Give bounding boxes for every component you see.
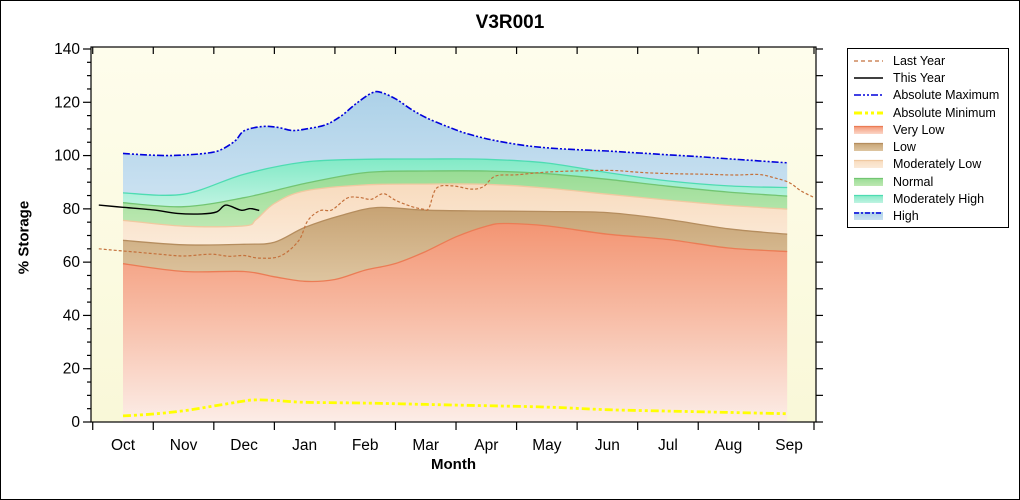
x-tick-label: Jul	[658, 437, 678, 454]
y-tick-label: 20	[63, 361, 81, 378]
legend-swatch-very-low	[854, 125, 883, 134]
last-year-line	[98, 169, 815, 259]
legend-label-low: Low	[893, 140, 916, 155]
legend-item-low: Low	[853, 138, 1008, 155]
legend-swatch-absolute-maximum	[854, 94, 883, 97]
y-tick-label: 100	[54, 148, 80, 165]
band-edge-very-low-top	[122, 222, 788, 283]
legend-swatch-absolute-minimum	[854, 111, 883, 115]
legend-label-absolute-minimum: Absolute Minimum	[893, 105, 996, 120]
band-low	[123, 207, 788, 282]
legend-label-this-year: This Year	[893, 70, 946, 85]
band-normal	[123, 170, 788, 227]
x-tick-label: Jan	[292, 437, 317, 454]
x-tick-label: Dec	[230, 437, 258, 454]
legend-item-last-year: Last Year	[853, 52, 1008, 69]
this-year-line	[98, 204, 260, 215]
x-tick-label: Apr	[474, 437, 498, 454]
legend-label-normal: Normal	[893, 174, 934, 189]
plot-frame	[90, 46, 817, 423]
legend-box: Last Year This Year Absolute Maximum Absolu…	[847, 48, 1009, 228]
legend-label-high: High	[893, 209, 919, 224]
x-tick-label: Sep	[775, 437, 803, 454]
x-tick-label: Aug	[715, 437, 743, 454]
band-moderately-low	[123, 183, 788, 246]
legend-item-absolute-maximum: Absolute Maximum	[853, 87, 1008, 104]
legend-item-absolute-minimum: Absolute Minimum	[853, 104, 1008, 121]
legend-swatch-moderately-low	[854, 160, 883, 169]
band-edge-normal-top	[122, 170, 788, 208]
legend-swatch-low	[854, 143, 883, 152]
y-tick-label: 60	[63, 254, 81, 271]
x-tick-label: Mar	[412, 437, 439, 454]
x-tick-label: Nov	[170, 437, 198, 454]
legend-item-moderately-low: Moderately Low	[853, 156, 1008, 173]
y-axis-label: % Storage	[15, 200, 33, 275]
band-edge-moderately-low-top	[122, 183, 788, 228]
y-tick-label: 80	[63, 201, 81, 218]
y-tick-label: 0	[71, 414, 80, 431]
x-tick-label: Oct	[111, 437, 136, 454]
legend-swatch-high	[854, 212, 883, 221]
x-axis-label: Month	[431, 456, 476, 473]
legend-item-moderately-high: Moderately High	[853, 190, 1008, 207]
absolute-maximum-line	[122, 90, 788, 164]
legend-item-this-year: This Year	[853, 69, 1008, 86]
band-edge-moderately-high-top	[122, 158, 788, 196]
x-tick-label: Jun	[595, 437, 620, 454]
absolute-minimum-line	[122, 398, 788, 418]
legend-swatch-last-year	[854, 60, 883, 62]
y-tick-label: 140	[54, 41, 80, 58]
band-moderately-high	[123, 158, 788, 207]
x-tick-label: Feb	[352, 437, 379, 454]
legend-item-normal: Normal	[853, 173, 1008, 190]
legend-item-high: High	[853, 208, 1008, 225]
x-tick-label: May	[532, 437, 562, 454]
band-edge-low-top	[122, 206, 788, 246]
legend-swatch-this-year	[854, 77, 883, 79]
legend-label-last-year: Last Year	[893, 53, 946, 68]
chart-title: V3R001	[475, 12, 545, 33]
y-tick-label: 40	[63, 307, 81, 324]
legend-label-moderately-high: Moderately High	[893, 192, 985, 207]
legend-label-very-low: Very Low	[893, 122, 945, 137]
legend-swatch-moderately-high	[854, 194, 883, 204]
band-very-low	[123, 223, 788, 422]
y-tick-label: 120	[54, 94, 80, 111]
legend-swatch-normal	[854, 177, 883, 186]
legend-label-moderately-low: Moderately Low	[893, 157, 982, 172]
band-high	[123, 91, 788, 196]
legend-label-absolute-maximum: Absolute Maximum	[893, 88, 1000, 103]
legend-item-very-low: Very Low	[853, 121, 1008, 138]
